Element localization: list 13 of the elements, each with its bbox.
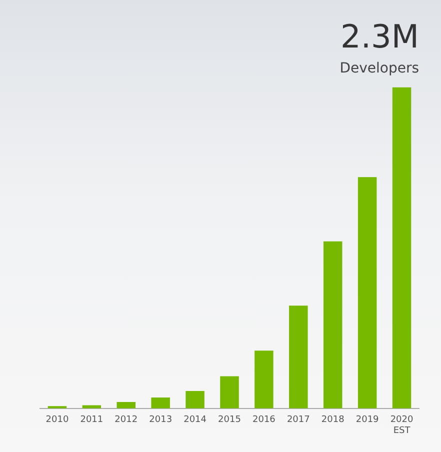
x-tick-label: 2019 (356, 415, 380, 426)
x-tick-label: 2012 (114, 415, 138, 426)
x-tick-label: 2018 (321, 415, 345, 426)
x-tick-label: 2010 (46, 415, 69, 426)
x-tick-label: 2016 (252, 415, 276, 426)
x-tick-label: 2013 (149, 415, 172, 426)
x-tick-label: 2015 (218, 415, 241, 426)
x-tick-label: 2011 (80, 415, 104, 426)
x-tick-label: 2017 (286, 415, 310, 426)
chart-subtitle: Developers (340, 60, 419, 76)
chart-title: 2.3M (340, 18, 419, 56)
x-tick-label: 2020 EST (390, 415, 414, 436)
x-tick-label: 2014 (184, 415, 207, 426)
